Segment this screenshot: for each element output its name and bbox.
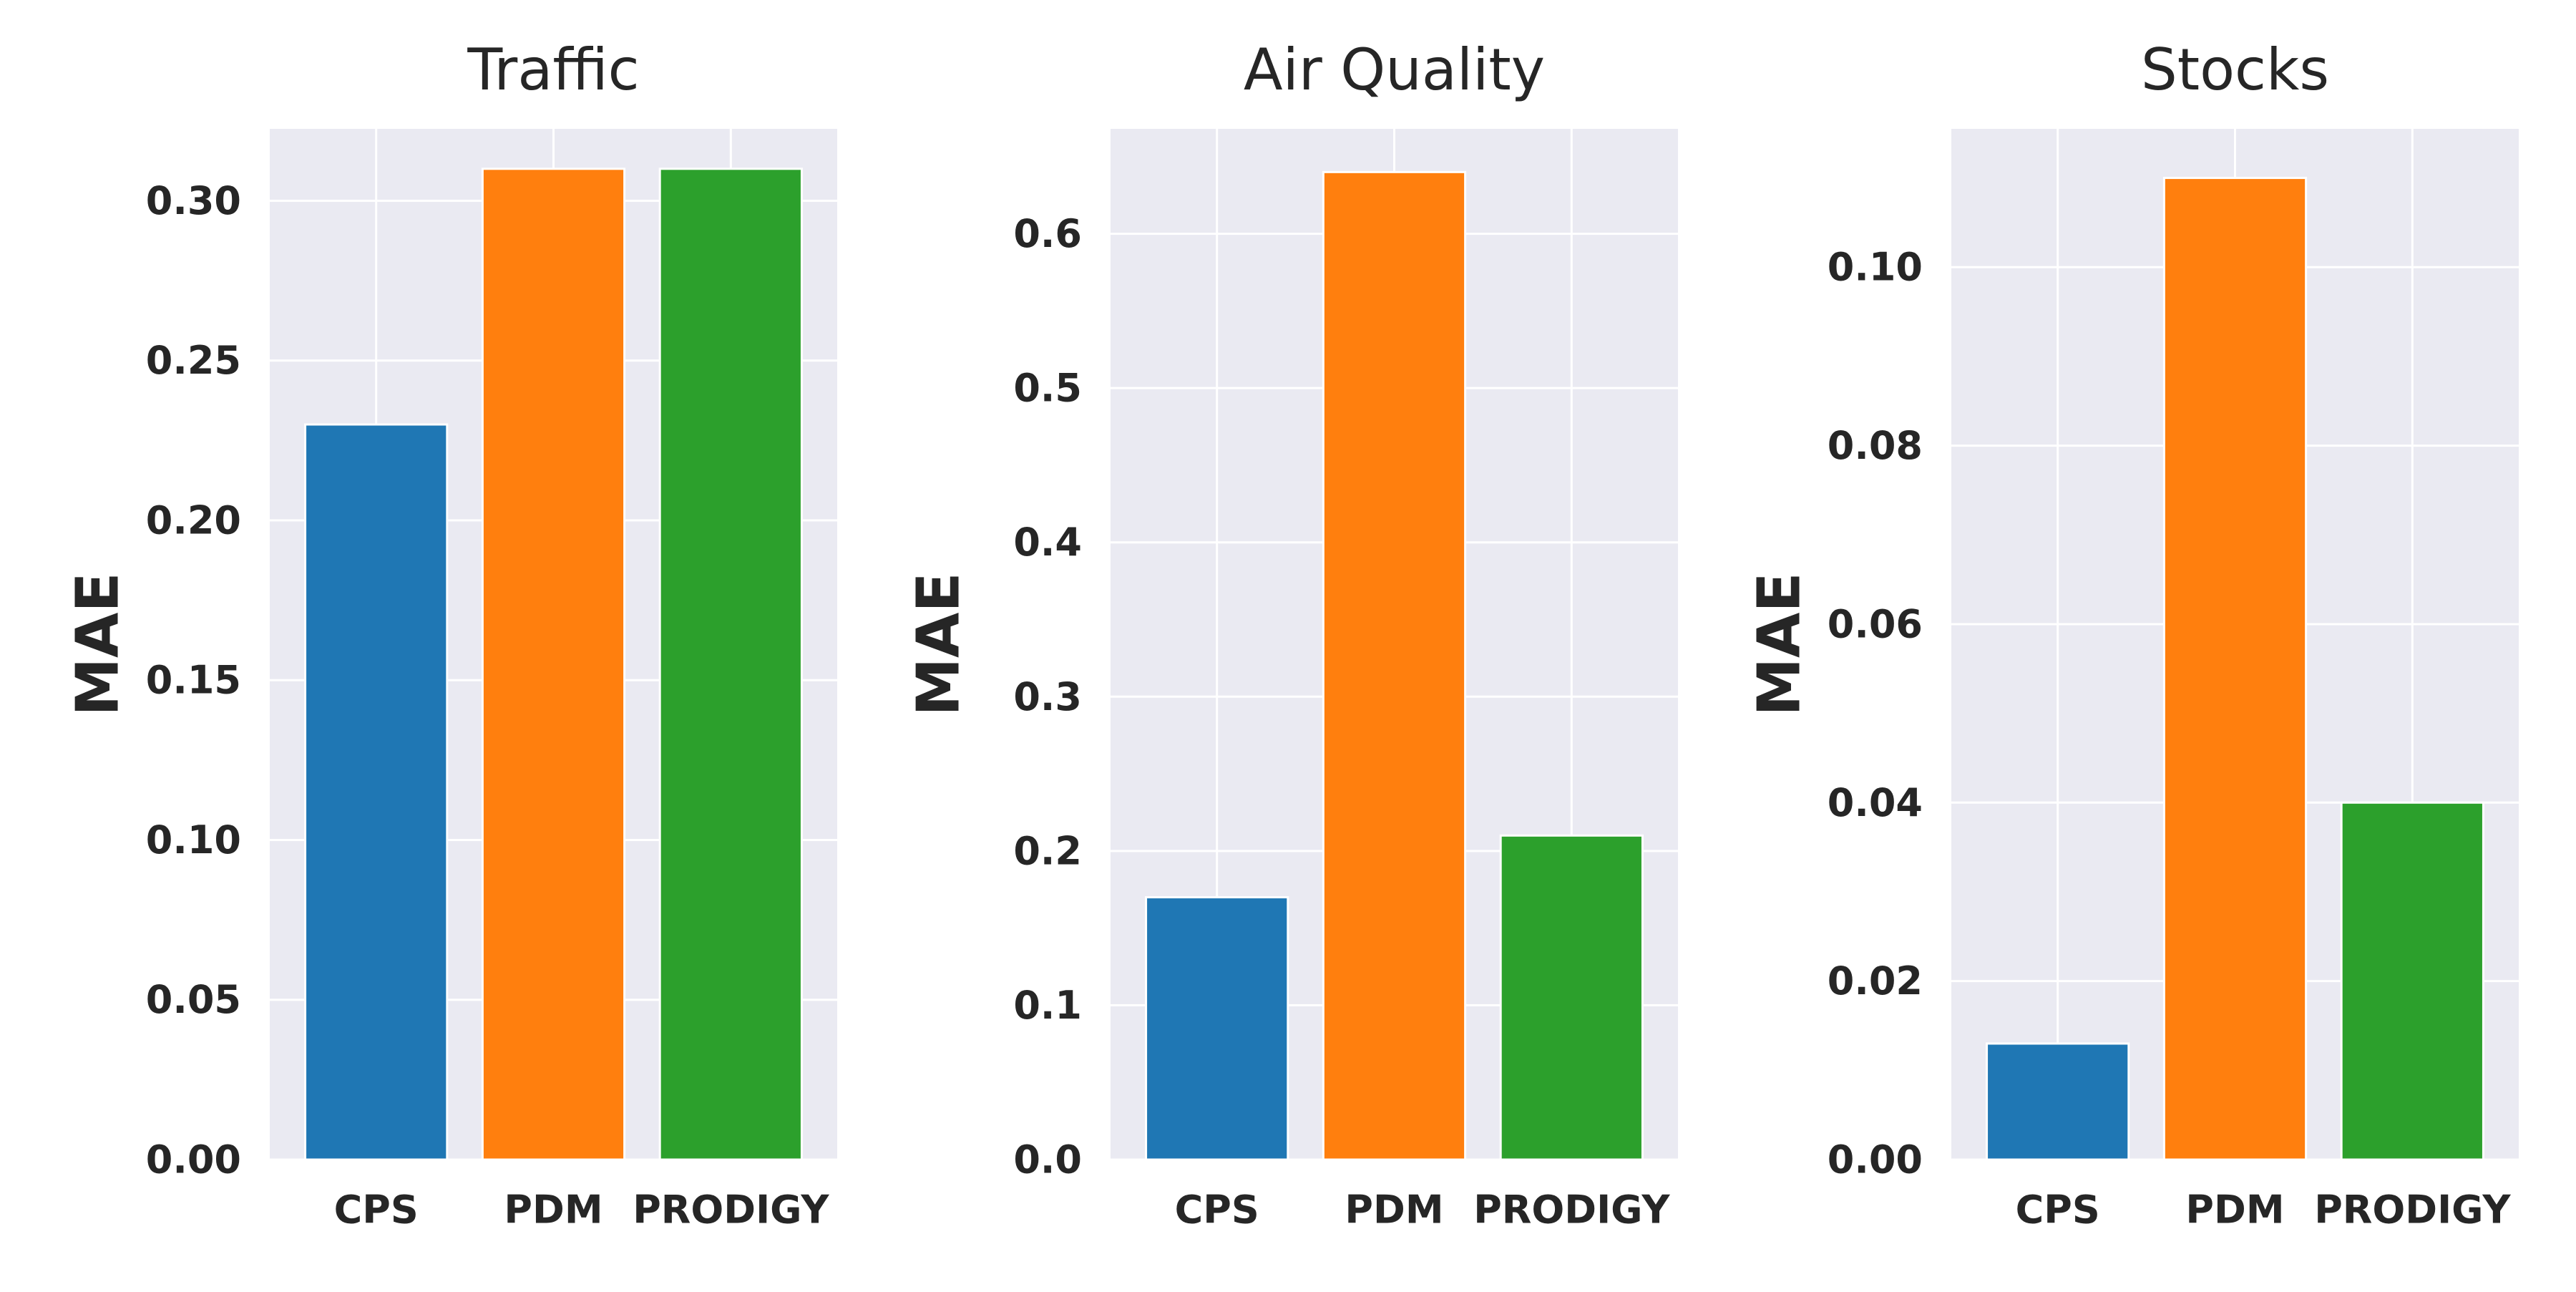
y-tick-label: 0.10 <box>146 817 241 863</box>
y-tick-label: 0.5 <box>1013 366 1082 411</box>
y-tick-label: 0.20 <box>146 497 241 543</box>
y-tick-label: 0.05 <box>146 977 241 1022</box>
bar-pdm <box>481 167 626 1161</box>
bar-prodigy <box>2340 801 2484 1161</box>
y-tick-label: 0.08 <box>1828 423 1923 468</box>
x-tick-label: CPS <box>1175 1187 1259 1233</box>
chart-title: Air Quality <box>1244 37 1545 103</box>
y-axis-label: MAE <box>1746 572 1814 716</box>
chart-title: Stocks <box>2141 37 2329 103</box>
y-axis-label: MAE <box>64 572 132 716</box>
x-tick-label: PRODIGY <box>1473 1187 1670 1233</box>
y-tick-label: 0.0 <box>1013 1137 1082 1182</box>
y-axis-label: MAE <box>905 572 973 716</box>
y-tick-label: 0.10 <box>1828 245 1923 290</box>
x-tick-label: PRODIGY <box>2314 1187 2511 1233</box>
y-tick-label: 0.2 <box>1013 828 1082 873</box>
chart-panel-2: 0.0 0.1 0.2 0.3 0.4 0.5 0.6 CPS PDM PRODIGY Air Qu… <box>905 37 1678 1233</box>
y-tick-label: 0.25 <box>146 338 241 383</box>
bar-pdm <box>2162 177 2308 1161</box>
y-tick-label: 0.6 <box>1013 211 1082 256</box>
x-tick-label: PDM <box>504 1187 602 1233</box>
y-tick-label: 0.1 <box>1013 983 1082 1028</box>
x-tick-label: CPS <box>2016 1187 2100 1233</box>
bar-cps <box>1145 896 1289 1161</box>
bar-pdm <box>1322 170 1467 1161</box>
bar-prodigy <box>658 167 803 1161</box>
y-tick-label: 0.00 <box>146 1137 241 1182</box>
bar-cps <box>304 423 449 1161</box>
y-tick-label: 0.02 <box>1828 958 1923 1004</box>
bar-cps <box>1986 1042 2130 1161</box>
chart-panel-1: 0.00 0.05 0.10 0.15 0.20 0.25 0.30 CPS PDM PRODIG… <box>64 37 837 1233</box>
y-tick-label: 0.04 <box>1828 780 1923 825</box>
y-tick-label: 0.00 <box>1828 1137 1923 1182</box>
x-tick-label: PRODIGY <box>633 1187 829 1233</box>
y-tick-label: 0.15 <box>146 658 241 703</box>
chart-title: Traffic <box>467 37 639 103</box>
y-tick-label: 0.30 <box>146 178 241 223</box>
x-tick-label: CPS <box>334 1187 419 1233</box>
bar-prodigy <box>1499 834 1644 1161</box>
x-tick-label: PDM <box>2185 1187 2284 1233</box>
chart-panel-3: 0.00 0.02 0.04 0.06 0.08 0.10 CPS PDM PRODIGY Sto… <box>1746 37 2519 1233</box>
y-tick-label: 0.4 <box>1013 520 1082 565</box>
x-tick-label: PDM <box>1345 1187 1443 1233</box>
y-tick-label: 0.3 <box>1013 674 1082 719</box>
y-tick-label: 0.06 <box>1828 601 1923 646</box>
